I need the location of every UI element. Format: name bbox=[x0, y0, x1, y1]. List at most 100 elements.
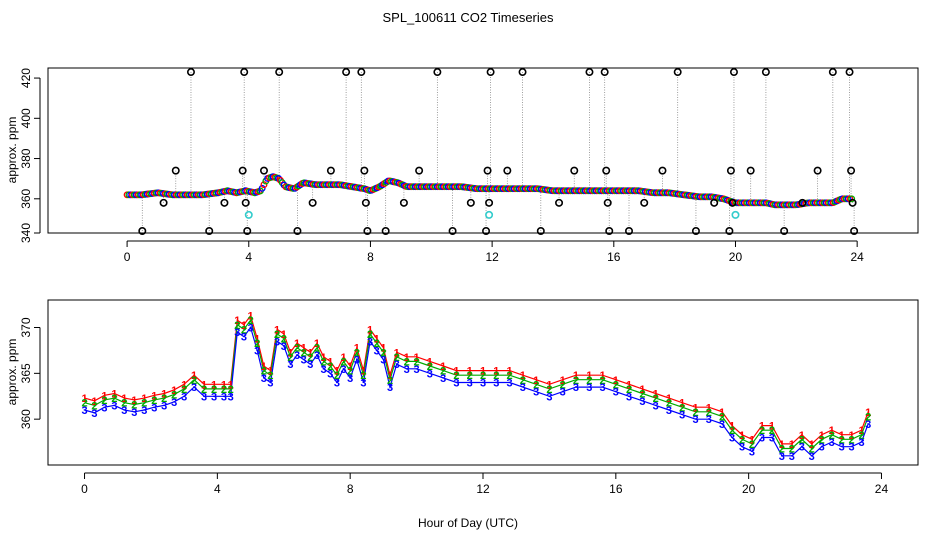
bottom-point-1: 1 bbox=[440, 361, 446, 373]
bottom-point-3: 3 bbox=[261, 373, 267, 385]
top-cyan-point bbox=[244, 210, 253, 219]
bottom-point-3: 3 bbox=[321, 364, 327, 376]
bottom-point-1: 1 bbox=[374, 334, 380, 346]
top-base-point bbox=[275, 175, 283, 182]
bottom-point-1: 1 bbox=[729, 421, 735, 433]
bottom-series-line-1 bbox=[84, 314, 869, 445]
bottom-y-tick-label: 370 bbox=[19, 317, 33, 337]
bottom-point-1: 1 bbox=[171, 385, 177, 397]
bottom-point-1: 1 bbox=[453, 366, 459, 378]
top-outlier-point bbox=[275, 68, 284, 77]
bottom-point-3: 3 bbox=[111, 400, 117, 412]
bottom-point-3: 3 bbox=[573, 382, 579, 394]
bottom-point-1: 1 bbox=[427, 356, 433, 368]
bottom-point-3: 3 bbox=[586, 382, 592, 394]
bottom-point-3: 3 bbox=[865, 419, 871, 431]
bottom-point-3: 3 bbox=[679, 410, 685, 422]
top-panel: 0 4 8 12 16 20 24 340 360 380 400 420 approx. ppm bbox=[5, 67, 919, 264]
top-outlier-point bbox=[171, 166, 180, 175]
bottom-point-1: 1 bbox=[121, 393, 127, 405]
bottom-point-3: 3 bbox=[380, 355, 386, 367]
bottom-point-1: 1 bbox=[101, 390, 107, 402]
bottom-point-2: 2 bbox=[493, 370, 499, 382]
top-outlier-point bbox=[725, 226, 734, 235]
bottom-point-3: 3 bbox=[314, 350, 320, 362]
bottom-point-2: 2 bbox=[613, 379, 619, 391]
bottom-point-2: 2 bbox=[394, 352, 400, 364]
bottom-point-3: 3 bbox=[141, 405, 147, 417]
top-outlier-point bbox=[360, 166, 369, 175]
bottom-point-2: 2 bbox=[287, 352, 293, 364]
top-outlier-point bbox=[466, 198, 475, 207]
bottom-point-1: 1 bbox=[759, 421, 765, 433]
bottom-point-1: 1 bbox=[307, 347, 313, 359]
bottom-point-1: 1 bbox=[294, 338, 300, 350]
bottom-point-1: 1 bbox=[111, 389, 117, 401]
bottom-point-1: 1 bbox=[131, 395, 137, 407]
bottom-point-2: 2 bbox=[380, 347, 386, 359]
bottom-point-1: 1 bbox=[653, 389, 659, 401]
top-outlier-point bbox=[813, 166, 822, 175]
top-outlier-point bbox=[238, 166, 247, 175]
bottom-point-1: 1 bbox=[739, 430, 745, 442]
bottom-point-3: 3 bbox=[171, 397, 177, 409]
bottom-point-1: 1 bbox=[241, 320, 247, 332]
bottom-point-2: 2 bbox=[101, 395, 107, 407]
top-y-tick-label: 420 bbox=[19, 68, 33, 88]
bottom-point-1: 1 bbox=[234, 315, 240, 327]
bottom-point-1: 1 bbox=[387, 370, 393, 382]
bottom-point-2: 2 bbox=[839, 434, 845, 446]
bottom-point-2: 2 bbox=[789, 444, 795, 456]
bottom-point-3: 3 bbox=[819, 442, 825, 454]
bottom-point-3: 3 bbox=[520, 382, 526, 394]
bottom-point-3: 3 bbox=[739, 442, 745, 454]
bottom-point-1: 1 bbox=[360, 366, 366, 378]
bottom-point-3: 3 bbox=[789, 451, 795, 463]
bottom-point-1: 1 bbox=[849, 430, 855, 442]
bottom-point-2: 2 bbox=[480, 370, 486, 382]
bottom-point-3: 3 bbox=[394, 359, 400, 371]
bottom-point-2: 2 bbox=[241, 324, 247, 336]
bottom-point-1: 1 bbox=[254, 334, 260, 346]
bottom-point-2: 2 bbox=[799, 434, 805, 446]
top-outlier-point bbox=[710, 198, 719, 207]
bottom-point-2: 2 bbox=[749, 439, 755, 451]
top-outlier-point bbox=[798, 198, 807, 207]
bottom-point-2: 2 bbox=[427, 361, 433, 373]
bottom-point-1: 1 bbox=[281, 329, 287, 341]
top-outlier-point bbox=[308, 198, 317, 207]
bottom-point-3: 3 bbox=[749, 446, 755, 458]
bottom-point-2: 2 bbox=[759, 425, 765, 437]
bottom-point-2: 2 bbox=[267, 370, 273, 382]
bottom-point-2: 2 bbox=[414, 356, 420, 368]
bottom-point-2: 2 bbox=[546, 384, 552, 396]
top-x-tick-label: 20 bbox=[729, 250, 743, 264]
bottom-point-1: 1 bbox=[769, 421, 775, 433]
top-y-tick-label: 400 bbox=[19, 108, 33, 128]
bottom-x-tick-label: 24 bbox=[875, 482, 889, 496]
bottom-point-1: 1 bbox=[692, 402, 698, 414]
bottom-point-1: 1 bbox=[394, 347, 400, 359]
bottom-point-1: 1 bbox=[480, 366, 486, 378]
bottom-point-1: 1 bbox=[301, 343, 307, 355]
top-outlier-point bbox=[600, 68, 609, 77]
bottom-point-3: 3 bbox=[729, 433, 735, 445]
bottom-point-3: 3 bbox=[254, 345, 260, 357]
bottom-point-3: 3 bbox=[81, 405, 87, 417]
bottom-point-2: 2 bbox=[321, 356, 327, 368]
top-outlier-point bbox=[363, 226, 372, 235]
bottom-point-2: 2 bbox=[706, 407, 712, 419]
bottom-point-3: 3 bbox=[334, 378, 340, 390]
bottom-point-3: 3 bbox=[387, 382, 393, 394]
bottom-point-3: 3 bbox=[546, 391, 552, 403]
top-outlier-point bbox=[761, 68, 770, 77]
top-outlier-point bbox=[342, 68, 351, 77]
top-outlier-point bbox=[482, 226, 491, 235]
top-outlier-point bbox=[602, 166, 611, 175]
top-x-tick-label: 24 bbox=[850, 250, 864, 264]
top-outlier-point bbox=[293, 226, 302, 235]
bottom-point-2: 2 bbox=[849, 434, 855, 446]
top-base-point bbox=[260, 181, 268, 189]
top-outlier-point bbox=[570, 166, 579, 175]
